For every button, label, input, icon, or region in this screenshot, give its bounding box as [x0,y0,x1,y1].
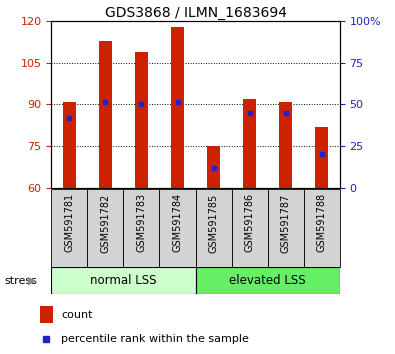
Text: GSM591782: GSM591782 [100,193,111,252]
Bar [279,102,292,188]
Bar [87,189,123,267]
Bar [63,102,76,188]
Text: GSM591788: GSM591788 [317,193,327,252]
Bar [196,189,231,267]
Bar [231,189,267,267]
Text: GSM591783: GSM591783 [136,193,147,252]
Title: GDS3868 / ILMN_1683694: GDS3868 / ILMN_1683694 [105,6,286,20]
Text: percentile rank within the sample: percentile rank within the sample [61,335,249,344]
Bar [267,189,304,267]
Bar [99,41,112,188]
Text: ▶: ▶ [28,275,37,286]
Bar [243,99,256,188]
Bar [207,146,220,188]
Text: GSM591787: GSM591787 [280,193,291,252]
Text: normal LSS: normal LSS [90,274,157,287]
Bar [196,267,340,294]
Text: elevated LSS: elevated LSS [229,274,306,287]
Text: count: count [61,310,93,320]
Bar [51,267,196,294]
Text: GSM591784: GSM591784 [173,193,182,252]
Bar [135,52,148,188]
Text: GSM591781: GSM591781 [64,193,74,252]
Bar [51,189,87,267]
Text: GSM591785: GSM591785 [209,193,218,252]
Text: GSM591786: GSM591786 [245,193,255,252]
Bar [304,189,340,267]
Text: stress: stress [4,275,37,286]
Bar [40,306,53,324]
Bar [171,27,184,188]
Bar [160,189,196,267]
Bar [123,189,160,267]
Bar [315,127,328,188]
